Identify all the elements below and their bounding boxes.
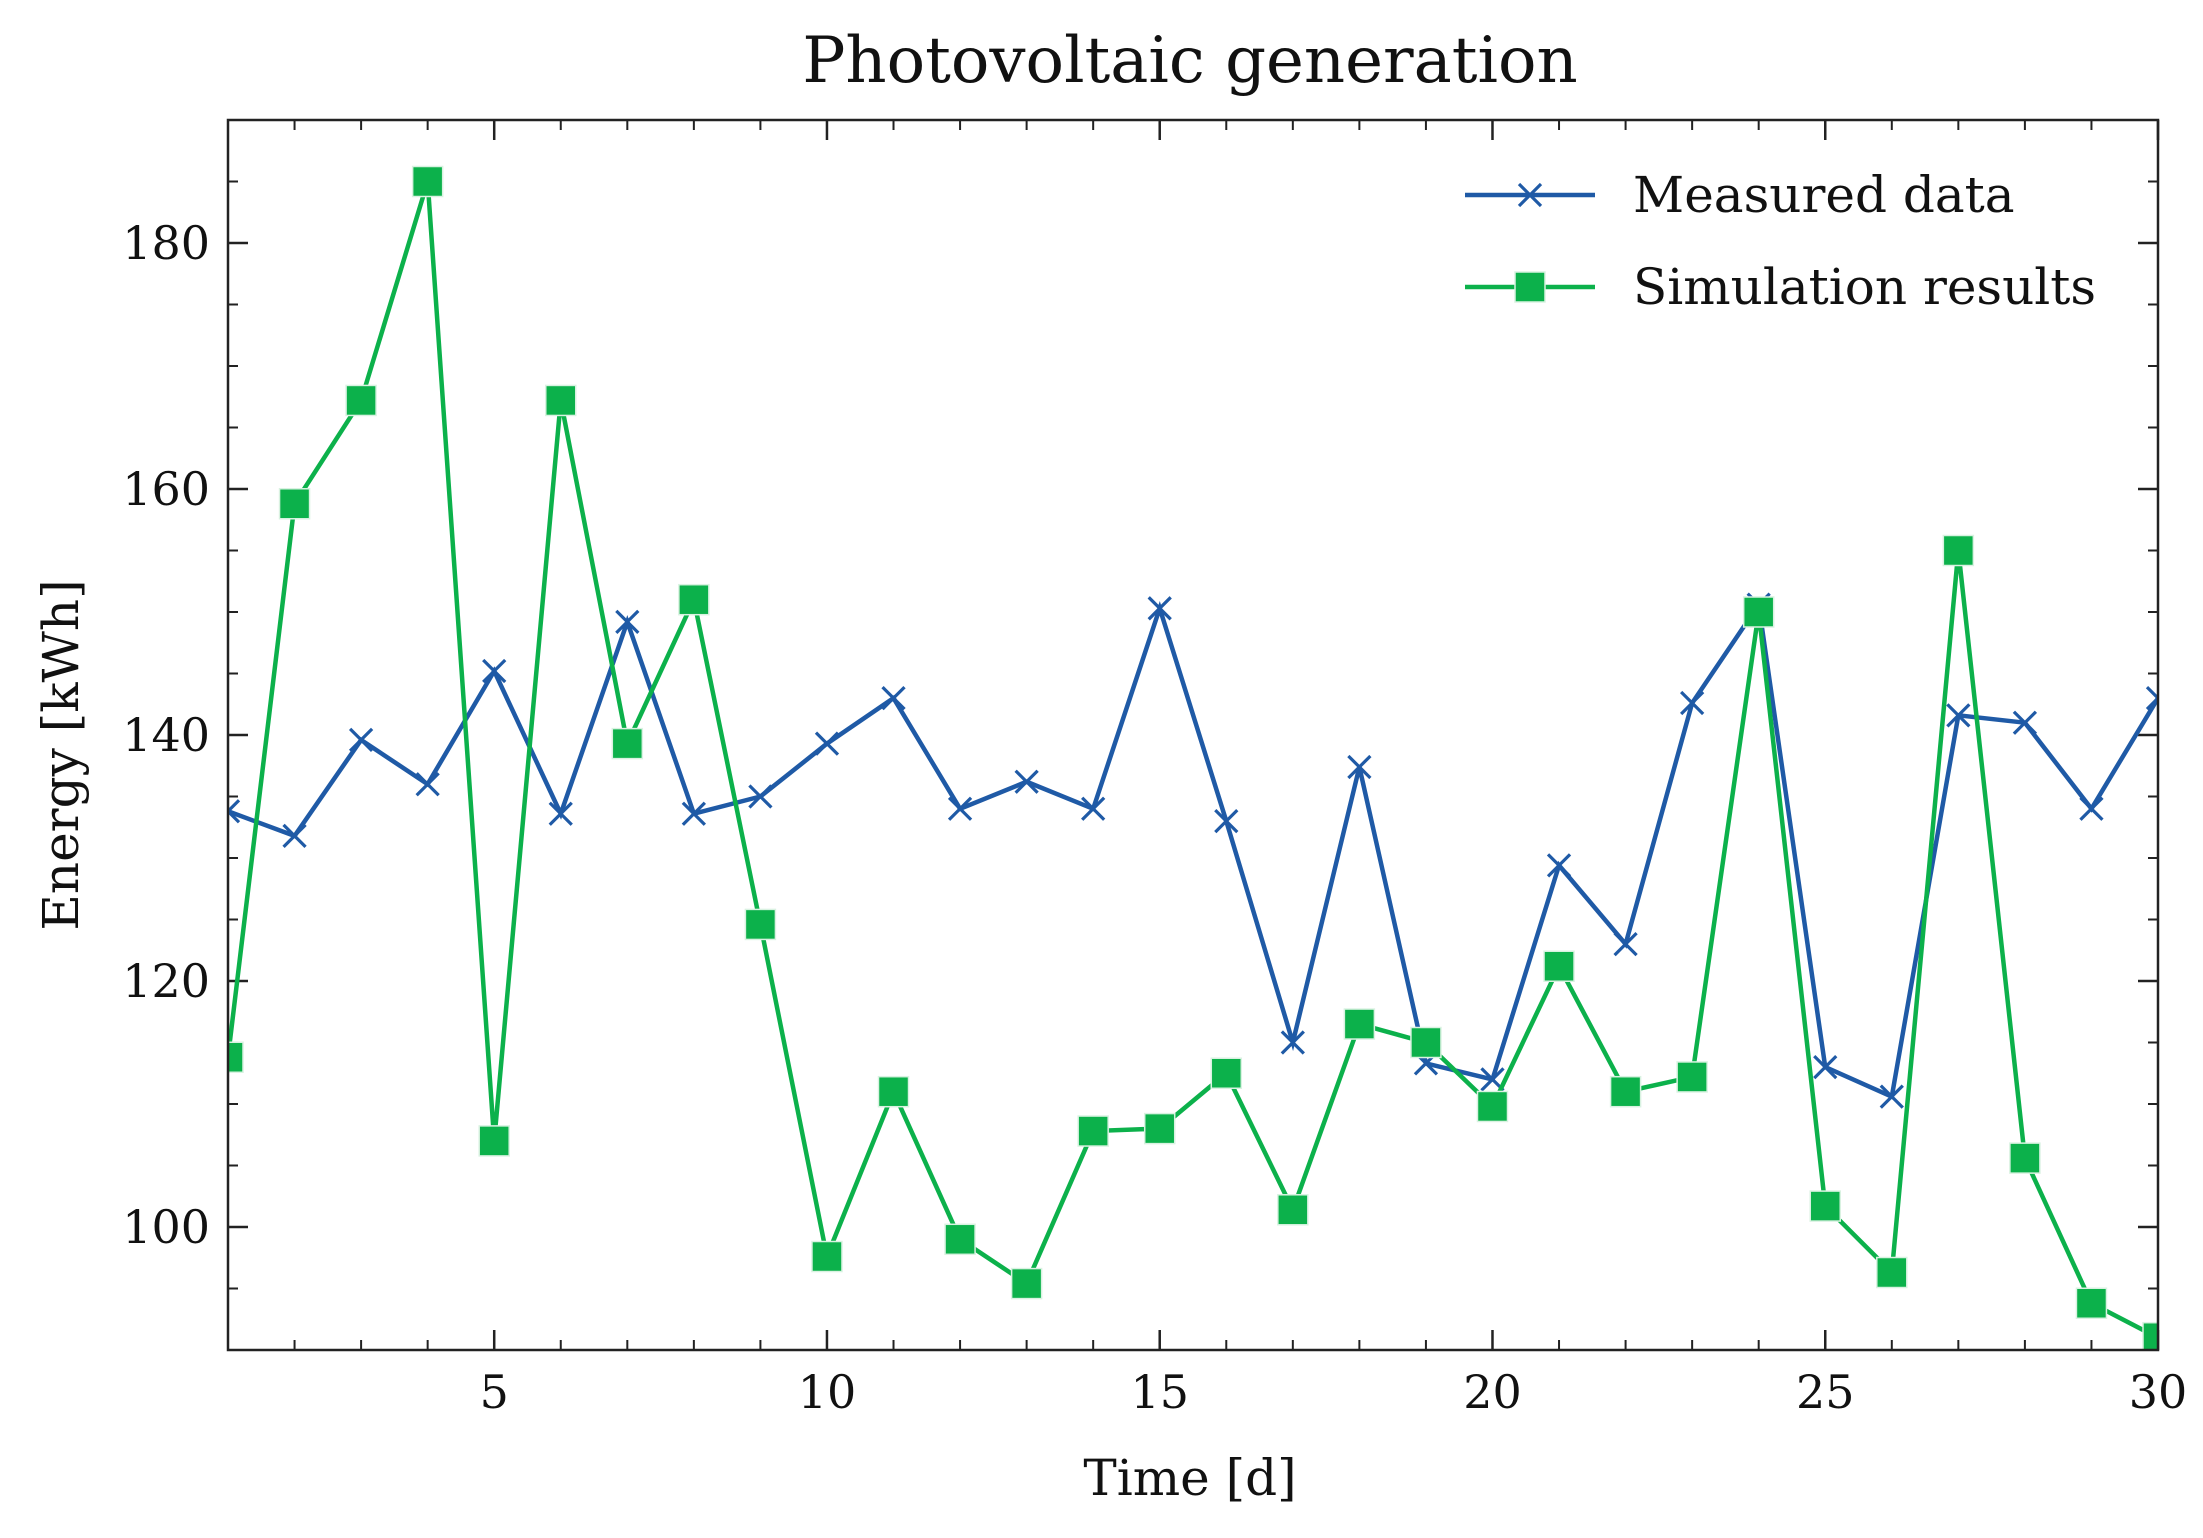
data-point-simulation-results [545,384,577,417]
legend-marker-measured-data [1517,182,1543,208]
data-point-simulation-results [1876,1256,1908,1289]
series-line-measured-data [228,598,2158,1100]
data-point-simulation-results [678,583,710,616]
legend: Measured data Simulation results [1465,166,2096,316]
y-tick-label: 140 [122,708,210,762]
data-point-simulation-results [944,1223,976,1256]
data-point-simulation-results [1143,1112,1176,1145]
data-point-simulation-results [611,727,644,760]
series-layer [228,165,2158,1350]
data-point-simulation-results [1410,1026,1442,1059]
data-point-simulation-results [744,908,777,941]
legend-label-measured-data: Measured data [1633,166,2015,224]
data-point-simulation-results [1609,1075,1642,1108]
data-point-simulation-results [345,384,377,417]
data-point-measured-data [1613,931,1638,957]
x-tick-label: 15 [1130,1365,1189,1419]
plot-frame [226,118,2160,1352]
data-point-simulation-results [1742,596,1775,628]
data-point-simulation-results [1010,1267,1043,1300]
data-point-measured-data [2012,710,2038,735]
series-line-simulation-results [228,180,2158,1340]
data-point-measured-data [1280,1030,1305,1055]
data-point-simulation-results [1476,1090,1509,1123]
data-point-simulation-results [1077,1115,1109,1147]
legend-marker-simulation-results [1514,271,1546,303]
data-point-measured-data [748,784,773,809]
data-point-measured-data [482,658,507,684]
y-tick-label: 160 [122,462,210,516]
data-point-simulation-results [1543,950,1575,982]
data-point-simulation-results [1676,1061,1708,1093]
data-point-measured-data [548,801,573,826]
x-tick-label: 25 [1796,1365,1855,1419]
data-point-simulation-results [478,1125,510,1157]
y-tick-label: 180 [122,216,210,270]
x-tick-label: 30 [2129,1365,2188,1419]
data-point-simulation-results [2142,1321,2158,1350]
plot-area: 5 10 15 20 25 30 100 120 140 160 180 [122,118,2188,1419]
data-point-measured-data [1081,796,1106,821]
data-point-simulation-results [411,165,444,198]
data-point-simulation-results [1809,1190,1841,1222]
data-point-measured-data [681,801,706,826]
data-point-simulation-results [2009,1142,2041,1174]
data-point-simulation-results [811,1240,843,1273]
data-point-simulation-results [1277,1194,1309,1226]
y-axis-title: Energy [kWh] [32,579,90,930]
data-point-measured-data [415,772,440,797]
data-point-measured-data [814,731,840,756]
legend-label-simulation-results: Simulation results [1633,258,2096,316]
data-point-measured-data [1214,808,1239,834]
data-point-measured-data [1813,1054,1838,1080]
x-tick-label: 5 [480,1365,509,1419]
data-point-measured-data [2079,796,2104,821]
data-point-measured-data [1546,853,1572,878]
data-point-measured-data [1879,1084,1904,1109]
data-point-simulation-results [228,1041,244,1074]
data-point-measured-data [348,727,374,753]
data-point-measured-data [615,609,640,634]
data-point-measured-data [282,823,307,848]
data-point-measured-data [2145,685,2158,711]
x-axis-title: Time [d] [1083,1449,1296,1507]
y-tick-label: 120 [122,954,210,1008]
data-point-measured-data [1946,703,1971,728]
data-point-simulation-results [1942,534,1975,567]
data-point-measured-data [1347,754,1372,780]
data-point-measured-data [947,796,973,821]
y-tick-label: 100 [122,1200,210,1254]
data-point-measured-data [1014,769,1039,794]
x-tick-label: 10 [798,1365,857,1419]
data-point-simulation-results [1210,1057,1243,1089]
data-point-simulation-results [2075,1287,2108,1320]
chart-title: Photovoltaic generation [802,24,1577,98]
data-point-measured-data [881,685,906,711]
data-point-measured-data [228,799,241,824]
data-point-measured-data [1147,596,1172,621]
x-tick-label: 20 [1463,1365,1522,1419]
data-point-simulation-results [278,488,311,520]
data-point-simulation-results [877,1075,910,1108]
data-point-simulation-results [1343,1008,1376,1040]
data-point-measured-data [1680,690,1705,716]
